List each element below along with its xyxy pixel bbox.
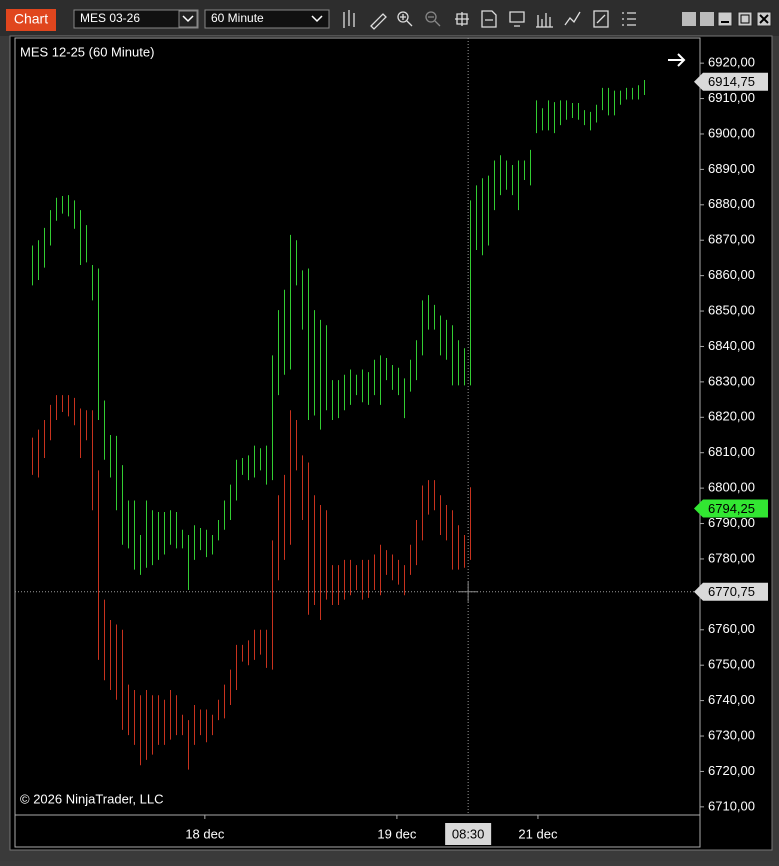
window-buttons[interactable] — [682, 11, 772, 27]
y-tick-label: 6800,00 — [708, 480, 755, 495]
y-tick-label: 6780,00 — [708, 550, 755, 565]
y-tick-label: 6840,00 — [708, 338, 755, 353]
y-tick-label: 6910,00 — [708, 90, 755, 105]
y-tick-label: 6880,00 — [708, 196, 755, 211]
interval-select[interactable] — [204, 9, 330, 29]
y-tick-label: 6900,00 — [708, 125, 755, 140]
y-tick-label: 6720,00 — [708, 763, 755, 778]
x-tick-label: 19 dec — [377, 826, 417, 841]
price-marker-box — [694, 499, 768, 518]
dropdown-button[interactable] — [178, 10, 198, 28]
y-tick-label: 6820,00 — [708, 409, 755, 424]
x-tick-label: 21 dec — [518, 826, 558, 841]
price-marker-label: 6914,75 — [708, 74, 755, 89]
y-tick-label: 6710,00 — [708, 798, 755, 813]
plot-area — [14, 37, 701, 816]
y-tick-label: 6870,00 — [708, 232, 755, 247]
y-tick-label: 6860,00 — [708, 267, 755, 282]
instrument-select[interactable] — [73, 9, 199, 29]
toolbar-icons[interactable] — [343, 10, 636, 30]
y-tick-label: 6890,00 — [708, 161, 755, 176]
copyright: © 2026 NinjaTrader, LLC — [20, 791, 164, 806]
chart-tab[interactable] — [6, 9, 56, 31]
y-tick-label: 6830,00 — [708, 373, 755, 388]
dropdown-arrow — [311, 15, 323, 23]
price-marker-label: 6794,25 — [708, 501, 755, 516]
crosshair-time-label: 08:30 — [452, 826, 485, 841]
price-marker-box — [694, 72, 768, 91]
y-tick-label: 6920,00 — [708, 55, 755, 70]
y-tick-label: 6810,00 — [708, 444, 755, 459]
crosshair-price-label: 6770,75 — [708, 584, 755, 599]
x-axis-area — [14, 814, 701, 848]
y-tick-label: 6760,00 — [708, 621, 755, 636]
y-tick-label: 6790,00 — [708, 515, 755, 530]
crosshair-price-box — [694, 582, 768, 601]
y-tick-label: 6730,00 — [708, 727, 755, 742]
crosshair-time-box — [445, 823, 492, 845]
scroll-arrow[interactable] — [668, 53, 686, 67]
y-tick-label: 6750,00 — [708, 657, 755, 672]
y-tick-label: 6850,00 — [708, 302, 755, 317]
dropdown-arrow — [182, 15, 194, 23]
y-tick-label: 6740,00 — [708, 692, 755, 707]
x-tick-label: 18 dec — [185, 826, 225, 841]
crosshair-cursor — [458, 581, 479, 602]
interval-label: 60 Minute — [211, 11, 264, 25]
chart-tab-label: Chart — [14, 11, 48, 27]
instrument-label: MES 03-26 — [80, 11, 140, 25]
chart-title: MES 12-25 (60 Minute) — [20, 44, 154, 59]
